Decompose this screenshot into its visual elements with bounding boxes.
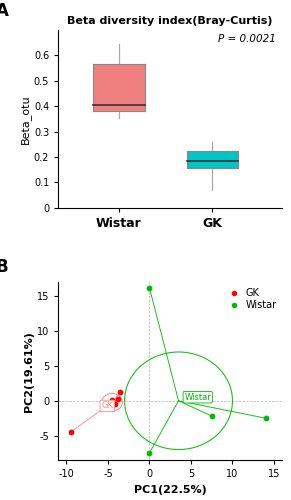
Point (107, 403, 112, 411)
Text: Wistar: Wistar (184, 392, 211, 402)
Point (112, 400, 117, 408)
Point (263, 414, 268, 422)
Bar (187, 150, 238, 168)
Point (147, 284, 152, 292)
Text: A: A (0, 2, 8, 20)
Point (118, 388, 123, 396)
Y-axis label: PC2(19.61%): PC2(19.61%) (24, 330, 34, 411)
Point (68, 428, 73, 436)
Legend: GK, Wistar: GK, Wistar (223, 287, 277, 311)
Point (147, 449, 152, 457)
Text: B: B (0, 258, 8, 276)
Text: GK: GK (101, 402, 113, 410)
Point (210, 412, 214, 420)
Text: P = 0.0021: P = 0.0021 (218, 34, 276, 44)
Point (110, 396, 114, 404)
X-axis label: PC1(22.5%): PC1(22.5%) (134, 484, 207, 494)
Y-axis label: Beta_otu: Beta_otu (20, 94, 31, 144)
Bar (93, 64, 145, 111)
Title: Beta diversity index(Bray-Curtis): Beta diversity index(Bray-Curtis) (68, 16, 273, 26)
Point (116, 394, 120, 402)
